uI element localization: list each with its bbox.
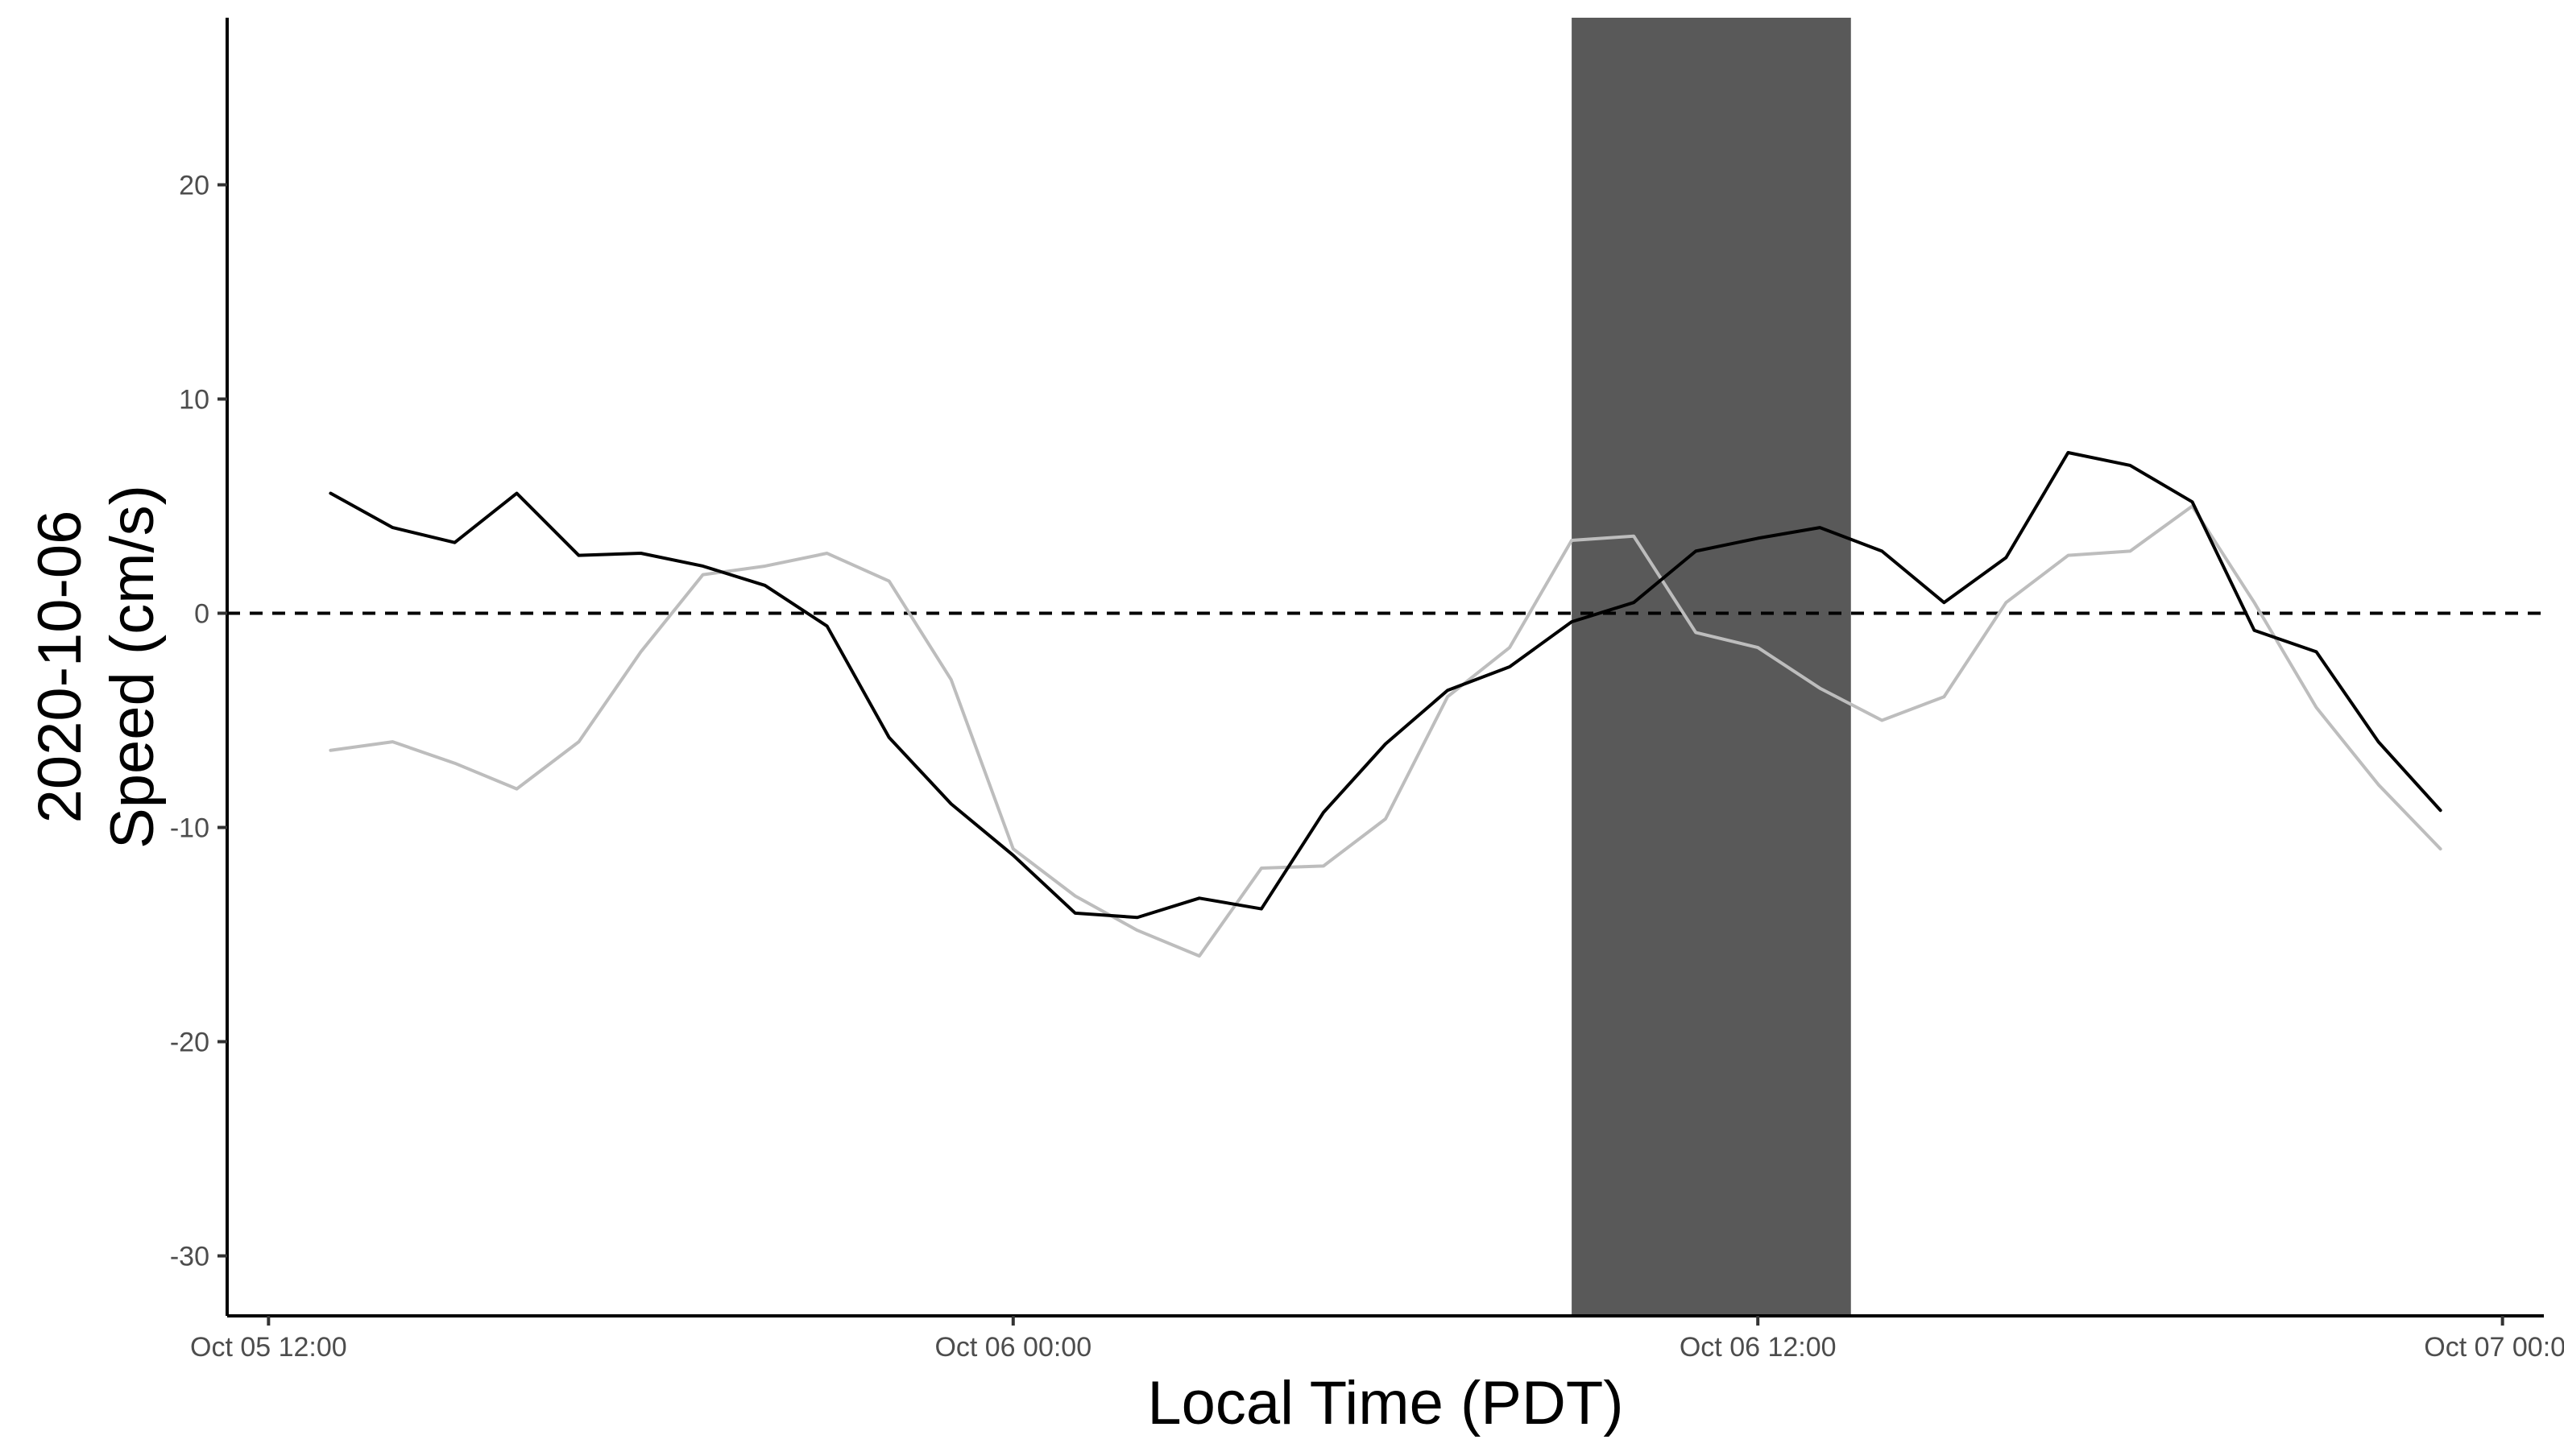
y-axis-title-line-1: 2020-10-06 [26,511,94,824]
y-tick-label: -30 [170,1242,209,1272]
shaded-period-layer [1572,18,1851,1316]
series-layer [329,450,2442,958]
series-line [329,504,2442,958]
y-axis-title: 2020-10-06 Speed (cm/s) [26,485,167,849]
x-ticks: Oct 05 12:00 Oct 06 00:00 Oct 06 12:00 Oct … [190,1316,2564,1363]
x-tick-label: Oct 07 00:00 [2424,1332,2564,1363]
y-tick-label: 10 [179,384,209,415]
x-tick-label: Oct 05 12:00 [190,1332,347,1363]
x-axis-title: Local Time (PDT) [1147,1369,1623,1437]
y-tick-label: 20 [179,170,209,201]
y-axis-title-line-2: Speed (cm/s) [98,485,167,849]
shaded-period [1572,18,1851,1316]
y-tick-label: -20 [170,1028,209,1058]
y-tick-label: -10 [170,813,209,844]
x-tick-label: Oct 06 00:00 [934,1332,1091,1363]
x-tick-label: Oct 06 12:00 [1680,1332,1837,1363]
series-line [329,450,2442,920]
y-tick-label: 0 [194,598,209,629]
y-ticks: 20 10 0 -10 -20 -30 [170,170,227,1272]
